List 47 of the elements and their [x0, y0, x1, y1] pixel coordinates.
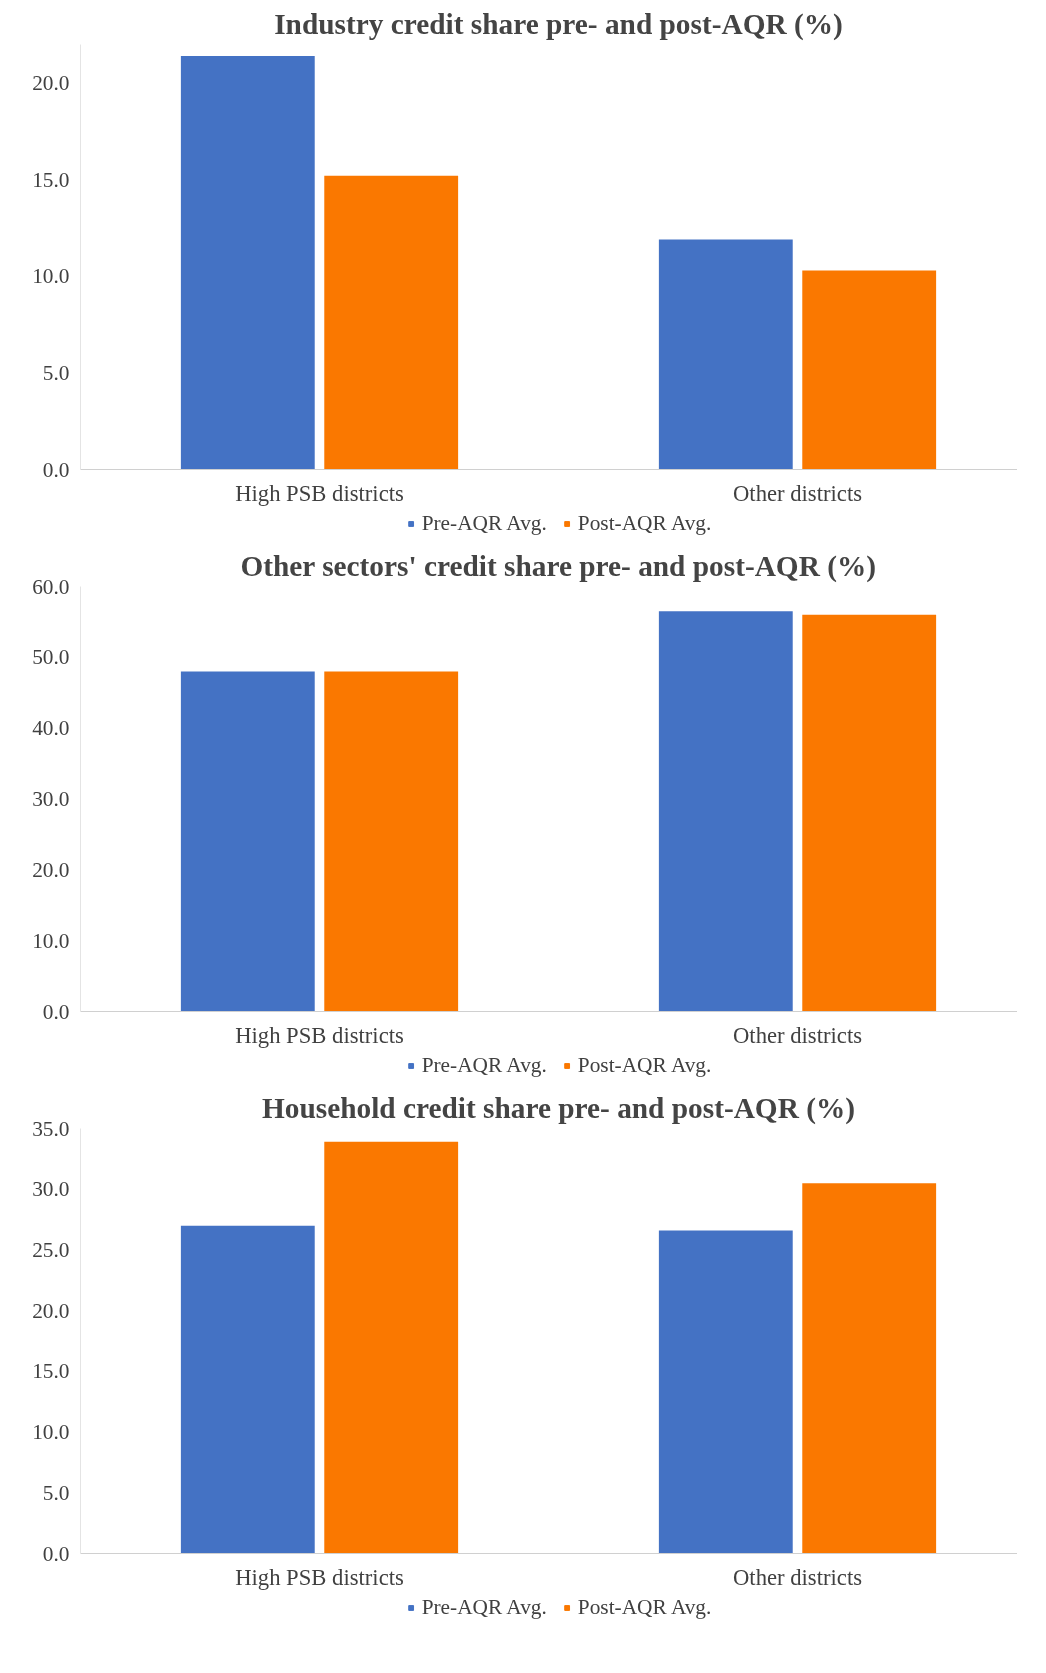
- chart-title: Industry credit share pre- and post-AQR (%): [274, 7, 843, 41]
- y-tick-label: 5.0: [42, 360, 70, 385]
- bar: [802, 614, 937, 1012]
- y-tick-label: 20.0: [32, 71, 70, 96]
- y-tick-label: 10.0: [32, 264, 70, 289]
- legend-label: Post-AQR Avg.: [577, 1594, 712, 1620]
- bar: [180, 671, 315, 1012]
- y-tick-label: 15.0: [32, 167, 70, 192]
- chart-title: Other sectors' credit share pre- and post-AQR (%): [240, 549, 877, 583]
- bar: [658, 1230, 793, 1554]
- y-tick-label: 0.0: [42, 999, 70, 1024]
- y-tick-label: 5.0: [42, 1480, 70, 1505]
- y-tick-label: 0.0: [42, 457, 70, 482]
- legend-label: Post-AQR Avg.: [577, 510, 712, 536]
- x-tick-label: High PSB districts: [235, 480, 404, 506]
- chart-title: Household credit share pre- and post-AQR (%): [261, 1091, 856, 1125]
- y-tick-label: 10.0: [32, 1420, 70, 1445]
- y-tick-label: 50.0: [32, 645, 70, 670]
- bar: [324, 671, 459, 1012]
- y-tick-label: 30.0: [32, 787, 70, 811]
- y-tick-label: 20.0: [32, 857, 70, 882]
- x-tick-label: Other districts: [733, 480, 862, 506]
- x-tick-label: Other districts: [733, 1564, 862, 1590]
- y-tick-label: 30.0: [32, 1177, 70, 1202]
- legend-label: Pre-AQR Avg.: [421, 1052, 547, 1078]
- bar: [802, 270, 937, 470]
- x-tick-label: Other districts: [733, 1022, 862, 1048]
- bar: [802, 1183, 937, 1554]
- x-tick-label: High PSB districts: [235, 1564, 404, 1590]
- legend-label: Pre-AQR Avg.: [421, 510, 547, 536]
- y-tick-label: 40.0: [32, 716, 70, 741]
- bar: [658, 611, 793, 1012]
- bar: [180, 1225, 315, 1554]
- y-tick-label: 15.0: [32, 1359, 70, 1384]
- y-tick-label: 35.0: [32, 1116, 70, 1141]
- bar: [324, 1141, 459, 1554]
- y-tick-label: 0.0: [42, 1541, 70, 1566]
- bar: [180, 56, 315, 470]
- y-tick-label: 60.0: [32, 574, 70, 599]
- legend-label: Post-AQR Avg.: [577, 1052, 712, 1078]
- x-tick-label: High PSB districts: [235, 1022, 404, 1048]
- bar: [324, 175, 459, 470]
- bar: [658, 239, 793, 470]
- y-tick-label: 10.0: [32, 928, 70, 953]
- legend-label: Pre-AQR Avg.: [421, 1594, 547, 1620]
- y-tick-label: 20.0: [32, 1298, 70, 1323]
- y-tick-label: 25.0: [32, 1237, 70, 1262]
